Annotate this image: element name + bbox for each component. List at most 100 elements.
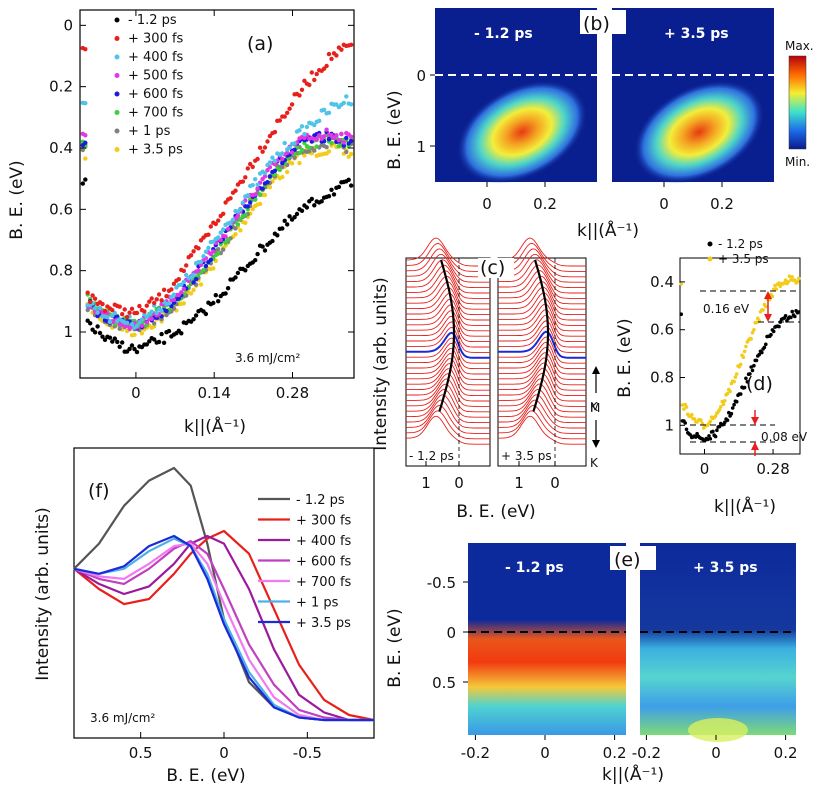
data-point [179, 290, 184, 295]
panel-e-sub-1: - 1.2 ps [505, 560, 564, 576]
data-point [188, 291, 194, 296]
data-point [206, 232, 211, 237]
data-point [129, 343, 135, 348]
data-point [250, 183, 255, 188]
data-point [307, 145, 312, 150]
data-point [339, 131, 344, 137]
data-point [754, 358, 759, 363]
data-point [349, 151, 354, 157]
data-point [321, 107, 327, 113]
data-point [760, 350, 764, 355]
y-tick-label: 0.2 [49, 78, 73, 96]
panel-b-ylabel: B. E. (eV) [385, 90, 405, 169]
panel-e-heatmaps: - 1.2 ps + 3.5 ps (e) -0.2 0 0.2 -0.2 0 0.2 -0… [385, 543, 798, 785]
x-tick-label: 0.28 [756, 460, 789, 478]
data-point [176, 296, 181, 301]
edc-curve [405, 237, 490, 267]
data-point [245, 193, 250, 198]
data-point [154, 297, 159, 302]
data-point [198, 282, 204, 287]
data-point [297, 128, 302, 133]
data-point [83, 177, 88, 182]
data-point [191, 317, 196, 322]
panel-e-ylabel: B. E. (eV) [385, 608, 405, 687]
edc-curve [498, 341, 586, 370]
annotation-008ev: 0.08 eV [761, 430, 808, 444]
panel-e-label: (e) [614, 549, 641, 571]
data-point [134, 323, 140, 328]
edc-curve [405, 415, 490, 445]
data-point [233, 232, 238, 237]
data-point [166, 301, 172, 306]
data-point [240, 179, 246, 184]
panel-f-edc-lines: (f) 3.6 mJ/cm² - 1.2 ps + 300 fs + 400 fs +… [33, 447, 375, 786]
data-point [341, 100, 346, 106]
data-point [317, 133, 322, 138]
data-point [90, 293, 95, 298]
data-point [245, 166, 250, 171]
data-point [139, 317, 145, 322]
data-point [705, 437, 710, 442]
legend-marker [114, 110, 120, 115]
edc-curve [406, 259, 490, 289]
series--1-2-ps [679, 309, 801, 443]
panel-c-sub-2: + 3.5 ps [501, 449, 552, 463]
data-point [334, 133, 339, 138]
data-point [107, 319, 113, 325]
edc-curve [498, 347, 586, 375]
panel-f-xlabel: B. E. (eV) [166, 766, 245, 786]
data-point [272, 162, 278, 167]
data-point [257, 145, 263, 150]
legend-marker [114, 91, 120, 97]
data-point [142, 309, 147, 314]
data-point [275, 233, 280, 238]
legend-label: + 600 fs [128, 87, 184, 102]
data-point [110, 308, 115, 313]
data-point [738, 392, 743, 396]
data-point [117, 326, 122, 331]
x-tick-label: -0.5 [293, 744, 322, 762]
panel-f-ylabel: Intensity (arb. units) [33, 507, 53, 680]
side-label-m: M [590, 401, 600, 415]
data-point [700, 421, 705, 426]
data-point [745, 380, 750, 384]
data-point [729, 411, 734, 416]
data-point [154, 310, 159, 316]
data-point [307, 82, 312, 88]
edc-curve-m [498, 330, 586, 359]
data-point [715, 428, 719, 433]
data-point [223, 240, 228, 245]
data-point [326, 110, 332, 116]
data-point [292, 155, 297, 160]
data-point [213, 221, 218, 227]
legend-marker [114, 73, 120, 78]
data-point [238, 207, 243, 212]
data-point [680, 403, 685, 407]
data-point [690, 412, 694, 417]
edc-curve [498, 388, 586, 418]
data-point [757, 352, 761, 357]
data-point [181, 279, 186, 285]
panel-b-sub-2: + 3.5 ps [664, 26, 729, 42]
data-point [102, 337, 108, 342]
legend-marker [114, 36, 120, 41]
data-point [329, 140, 334, 146]
data-point [770, 294, 775, 299]
data-point [164, 294, 169, 299]
data-point [762, 345, 767, 350]
data-point [728, 389, 732, 394]
y-tick-label: 0.6 [650, 321, 674, 339]
data-point [95, 324, 100, 329]
data-point [304, 205, 310, 210]
data-point [191, 272, 196, 278]
x-tick-label: 1 [514, 474, 524, 492]
data-point [349, 102, 354, 107]
edc-curve [498, 399, 586, 429]
data-point [312, 203, 317, 208]
data-point [112, 310, 118, 316]
data-point [341, 143, 346, 148]
annotation-016ev: 0.16 eV [703, 302, 750, 316]
data-point [734, 372, 739, 376]
data-point [725, 391, 730, 396]
data-point [771, 287, 776, 292]
